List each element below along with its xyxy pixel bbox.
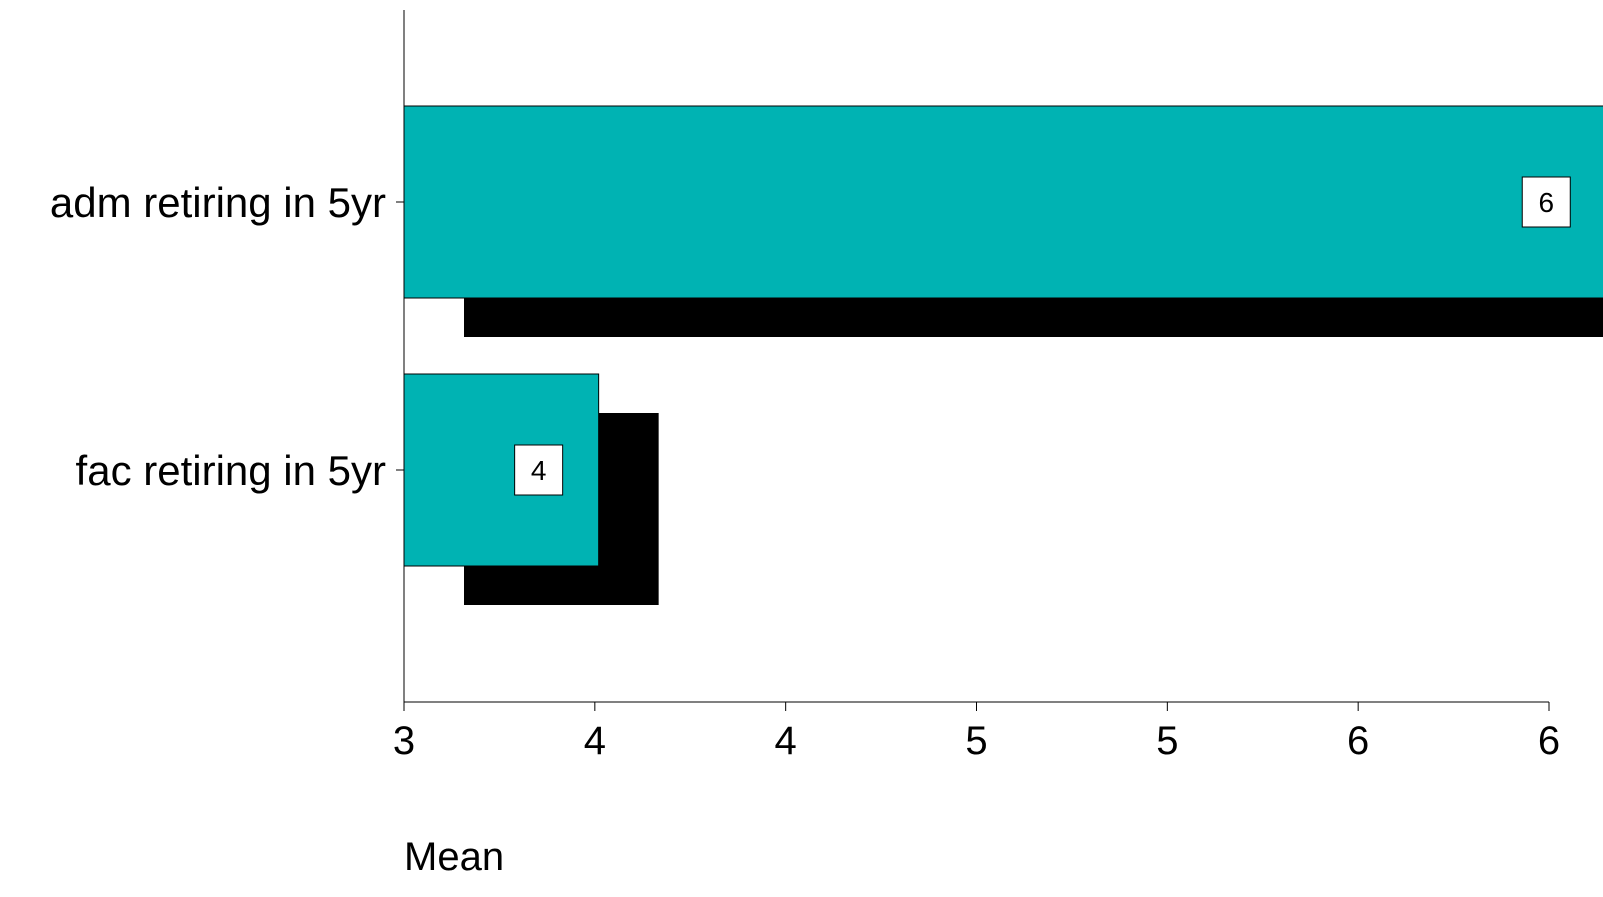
bars <box>403 105 1603 567</box>
data-labels: 64 <box>514 176 1571 496</box>
bar <box>403 373 600 567</box>
y-axis-ticks: adm retiring in 5yr fac retiring in 5yr <box>50 179 404 494</box>
data-label: 4 <box>531 455 547 486</box>
x-tick-label: 3 <box>393 719 415 763</box>
x-tick-label: 5 <box>1156 719 1178 763</box>
x-axis-ticks: 3 4 4 5 5 6 6 <box>393 702 1560 763</box>
category-label: adm retiring in 5yr <box>50 179 386 226</box>
data-label-box <box>514 444 564 496</box>
data-label-box <box>1521 176 1571 228</box>
bar <box>403 105 1603 299</box>
x-tick-label: 5 <box>965 719 987 763</box>
x-tick-label: 6 <box>1538 719 1560 763</box>
x-axis-title: Mean <box>404 835 504 879</box>
x-tick-label: 4 <box>584 719 606 763</box>
category-label: fac retiring in 5yr <box>76 447 386 494</box>
x-tick-label: 6 <box>1347 719 1369 763</box>
x-tick-label: 4 <box>775 719 797 763</box>
data-label: 6 <box>1538 187 1554 218</box>
